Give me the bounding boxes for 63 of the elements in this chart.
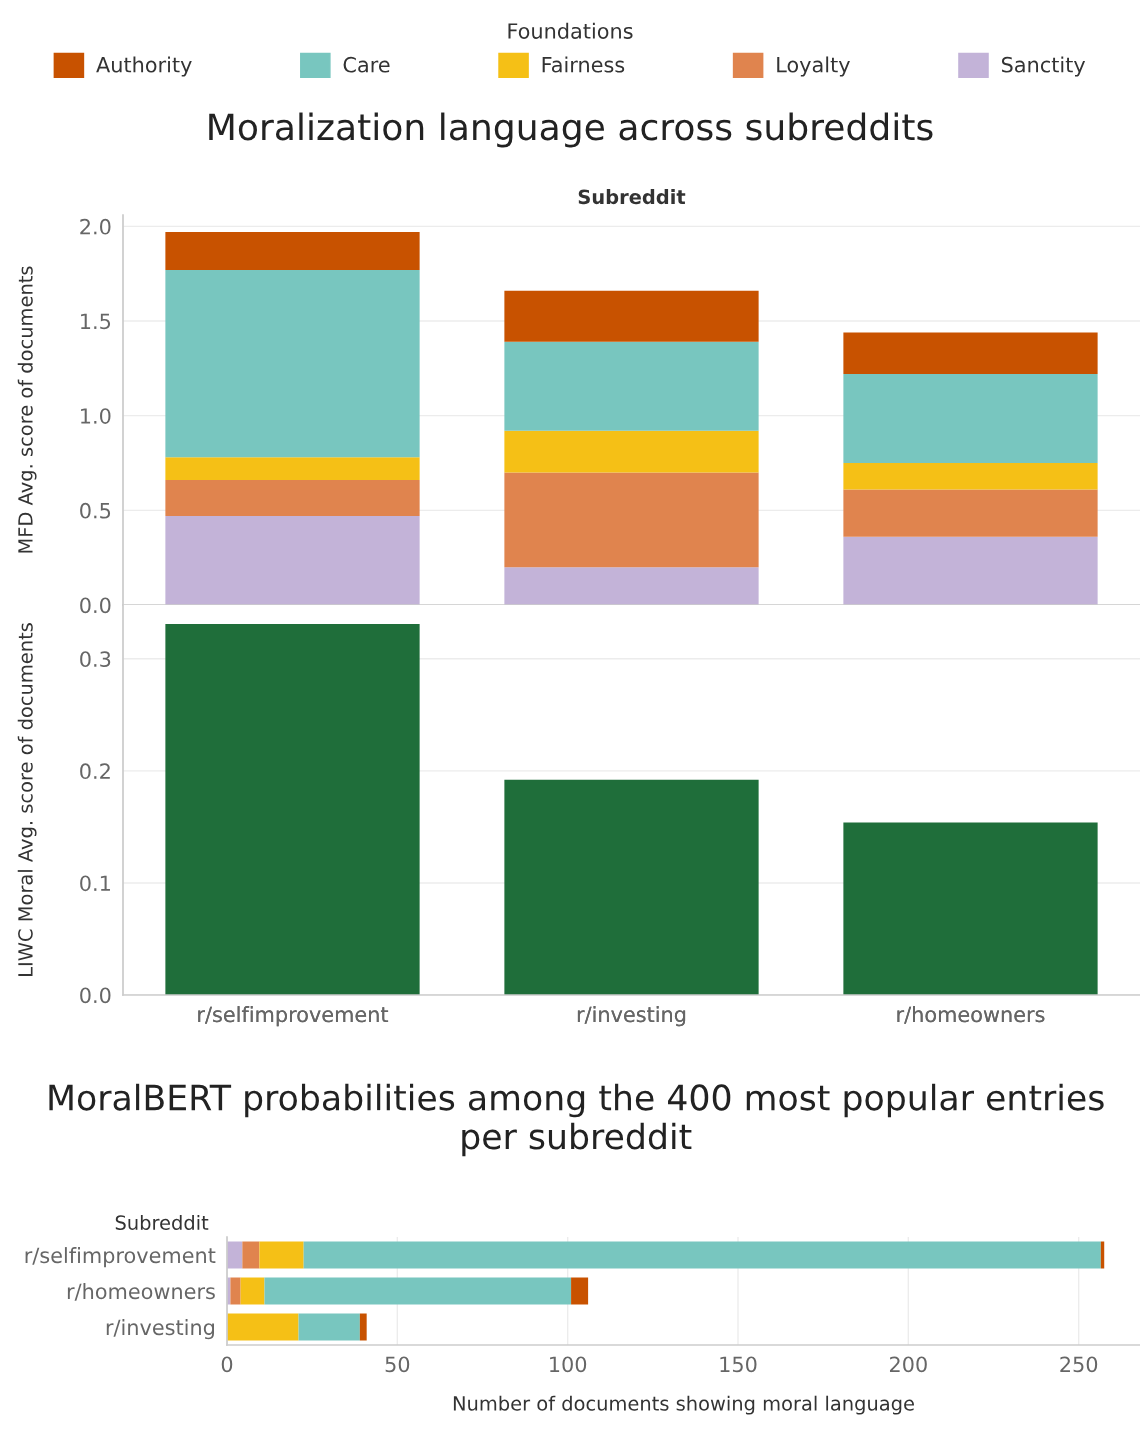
y-tick-label: r/investing [106,1319,214,1340]
bar [504,430,759,473]
chart-title: MoralBERT probabilities among the 400 most popular entries per subreddit [49,1083,1104,1157]
x-tick-label: 100 [550,1356,587,1373]
bar [504,290,759,342]
x-tick-label: 50 [385,1356,410,1373]
bar [843,536,1098,605]
y-axis-title: MFD Avg. score of documents [17,266,37,553]
y-tick-label: 0.3 [80,651,111,667]
bar [504,341,759,431]
y-tick-label: 2.0 [80,218,111,235]
legend-label: Authority [96,56,192,77]
x-tick-label: 250 [1060,1356,1098,1373]
y-axis-title: Subreddit [115,1214,209,1230]
y-tick-label: 1.0 [81,408,111,424]
y-axis-title: LIWC Moral Avg. score of documents [17,623,37,976]
legend-label: Care [343,56,390,73]
legend-label: Sanctity [1001,56,1086,77]
x-tick-label: 0 [221,1356,233,1373]
bar [504,779,759,995]
bar [227,1313,299,1341]
x-tick-label: r/homeowners [897,1006,1045,1024]
bar [165,480,420,517]
bar [504,472,759,568]
y-tick-label: r/selfimprovement [25,1247,216,1268]
bar [303,1241,1101,1269]
bar [504,567,759,605]
bar [298,1313,360,1341]
bar [165,516,420,605]
bar [165,232,420,270]
bar [165,624,420,995]
x-tick-label: 200 [889,1356,927,1373]
y-tick-label: 0.5 [80,502,111,519]
chart-title: Moralization language across subreddits [209,112,933,148]
bar [264,1277,572,1305]
bar [843,374,1098,464]
y-tick-label: 0.1 [80,875,110,892]
bar [843,332,1098,375]
y-tick-label: r/homeowners [67,1283,215,1301]
bar [843,463,1098,490]
bar [843,489,1098,537]
legend-title: Foundations [508,22,633,39]
bar [843,822,1098,995]
x-tick-label: 150 [720,1356,757,1373]
legend-label: Fairness [542,56,625,73]
legend-label: Loyalty [777,56,850,77]
y-tick-label: 0.2 [80,763,110,780]
y-tick-label: 0.0 [80,597,111,614]
x-tick-label: r/selfimprovement [198,1006,389,1027]
y-tick-label: 0.0 [80,987,111,1004]
bar [240,1277,265,1305]
bar [230,1277,241,1305]
x-tick-label: r/investing [577,1006,686,1027]
y-tick-label: 1.5 [81,313,111,330]
bar [242,1241,260,1269]
bar [359,1313,367,1341]
bar [165,457,420,481]
bar [571,1277,589,1305]
x-axis-title: Subreddit [578,189,686,205]
bar [259,1241,304,1269]
x-axis-title: Number of documents showing moral language [453,1395,914,1415]
bar [165,269,420,458]
bar [227,1241,243,1269]
